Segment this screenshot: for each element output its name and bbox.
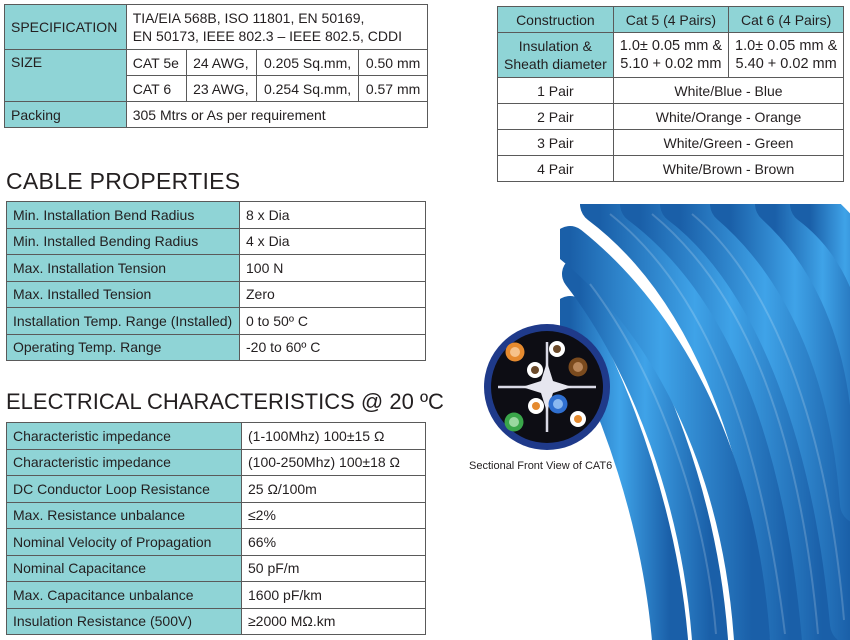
table-row: Nominal Capacitance 50 pF/m xyxy=(6,554,426,582)
row-label: Insulation Resistance (500V) xyxy=(6,607,242,635)
row-value: 100 N xyxy=(239,254,426,282)
row-value: Zero xyxy=(239,280,426,308)
cable-properties-table: Min. Installation Bend Radius 8 x Dia Mi… xyxy=(6,201,426,361)
row-value: 25 Ω/100m xyxy=(241,475,426,503)
row-label: Max. Resistance unbalance xyxy=(6,501,242,529)
size-area: 0.205 Sq.mm, xyxy=(255,49,360,76)
row-label: Max. Installation Tension xyxy=(6,254,240,282)
pair-label: 1 Pair xyxy=(497,77,614,104)
table-row: 2 Pair White/Orange - Orange xyxy=(497,103,845,130)
table-row: 4 Pair White/Brown - Brown xyxy=(497,155,845,182)
row-label: Characteristic impedance xyxy=(6,422,242,450)
table-row: Characteristic impedance (100-250Mhz) 10… xyxy=(6,448,426,476)
size-awg: 23 AWG, xyxy=(186,75,257,102)
size-cat: CAT 6 xyxy=(125,75,188,102)
insulation-label: Insulation & Sheath diameter xyxy=(497,32,614,78)
size-label: SIZE xyxy=(4,49,127,102)
table-row: Max. Capacitance unbalance 1600 pF/km xyxy=(6,581,426,609)
size-dia: 0.50 mm xyxy=(358,49,428,76)
table-row: 3 Pair White/Green - Green xyxy=(497,129,845,156)
row-value: 4 x Dia xyxy=(239,227,426,255)
construction-table: Construction Cat 5 (4 Pairs) Cat 6 (4 Pa… xyxy=(497,6,845,182)
specification-value: TIA/EIA 568B, ISO 11801, EN 50169, EN 50… xyxy=(125,4,429,50)
pair-label: 3 Pair xyxy=(497,129,614,156)
size-cat: CAT 5e xyxy=(125,49,188,76)
pair-colors: White/Brown - Brown xyxy=(612,155,845,182)
construction-header: Construction xyxy=(497,6,614,33)
table-row: Operating Temp. Range -20 to 60º C xyxy=(6,333,426,361)
table-row: DC Conductor Loop Resistance 25 Ω/100m xyxy=(6,475,426,503)
row-value: (100-250Mhz) 100±18 Ω xyxy=(241,448,426,476)
row-label: Nominal Capacitance xyxy=(6,554,242,582)
pair-label: 4 Pair xyxy=(497,155,614,182)
electrical-table: Characteristic impedance (1-100Mhz) 100±… xyxy=(6,422,426,635)
table-row: Min. Installation Bend Radius 8 x Dia xyxy=(6,201,426,229)
row-label: Min. Installation Bend Radius xyxy=(6,201,240,229)
table-row: Max. Installed Tension Zero xyxy=(6,280,426,308)
specification-table: SPECIFICATION TIA/EIA 568B, ISO 11801, E… xyxy=(4,4,429,128)
table-row: Insulation Resistance (500V) ≥2000 MΩ.km xyxy=(6,607,426,635)
row-label: Installation Temp. Range (Installed) xyxy=(6,307,240,335)
cat6-insulation: 1.0± 0.05 mm & 5.40 + 0.02 mm xyxy=(727,32,845,78)
table-row: Installation Temp. Range (Installed) 0 t… xyxy=(6,307,426,335)
size-area: 0.254 Sq.mm, xyxy=(255,75,360,102)
electrical-heading: ELECTRICAL CHARACTERISTICS @ 20 ºC xyxy=(6,389,444,414)
cat6-header: Cat 6 (4 Pairs) xyxy=(727,6,845,33)
row-label: Characteristic impedance xyxy=(6,448,242,476)
row-label: Min. Installed Bending Radius xyxy=(6,227,240,255)
row-value: (1-100Mhz) 100±15 Ω xyxy=(241,422,426,450)
pair-colors: White/Green - Green xyxy=(612,129,845,156)
row-value: 66% xyxy=(241,528,426,556)
table-row: Nominal Velocity of Propagation 66% xyxy=(6,528,426,556)
row-value: ≥2000 MΩ.km xyxy=(241,607,426,635)
cable-properties-heading: CABLE PROPERTIES xyxy=(6,168,241,194)
row-value: -20 to 60º C xyxy=(239,333,426,361)
size-dia: 0.57 mm xyxy=(358,75,428,102)
pair-colors: White/Orange - Orange xyxy=(612,103,845,130)
packing-label: Packing xyxy=(4,101,127,128)
table-row: Characteristic impedance (1-100Mhz) 100±… xyxy=(6,422,426,450)
size-awg: 24 AWG, xyxy=(186,49,257,76)
row-label: Nominal Velocity of Propagation xyxy=(6,528,242,556)
cable-coil-image xyxy=(560,204,850,640)
pair-label: 2 Pair xyxy=(497,103,614,130)
row-label: Max. Installed Tension xyxy=(6,280,240,308)
cable-cross-section-icon xyxy=(484,324,610,450)
row-value: 8 x Dia xyxy=(239,201,426,229)
row-label: DC Conductor Loop Resistance xyxy=(6,475,242,503)
row-value: 0 to 50º C xyxy=(239,307,426,335)
row-label: Operating Temp. Range xyxy=(6,333,240,361)
table-row: Max. Installation Tension 100 N xyxy=(6,254,426,282)
row-value: 1600 pF/km xyxy=(241,581,426,609)
specification-label: SPECIFICATION xyxy=(4,4,127,50)
pair-colors: White/Blue - Blue xyxy=(612,77,845,104)
cat5-header: Cat 5 (4 Pairs) xyxy=(612,6,730,33)
cat5-insulation: 1.0± 0.05 mm & 5.10 + 0.02 mm xyxy=(612,32,730,78)
row-value: 50 pF/m xyxy=(241,554,426,582)
packing-value: 305 Mtrs or As per requirement xyxy=(125,101,429,128)
table-row: Max. Resistance unbalance ≤2% xyxy=(6,501,426,529)
table-row: 1 Pair White/Blue - Blue xyxy=(497,77,845,104)
row-value: ≤2% xyxy=(241,501,426,529)
row-label: Max. Capacitance unbalance xyxy=(6,581,242,609)
section-caption: Sectional Front View of CAT6 xyxy=(469,460,613,472)
table-row: Min. Installed Bending Radius 4 x Dia xyxy=(6,227,426,255)
